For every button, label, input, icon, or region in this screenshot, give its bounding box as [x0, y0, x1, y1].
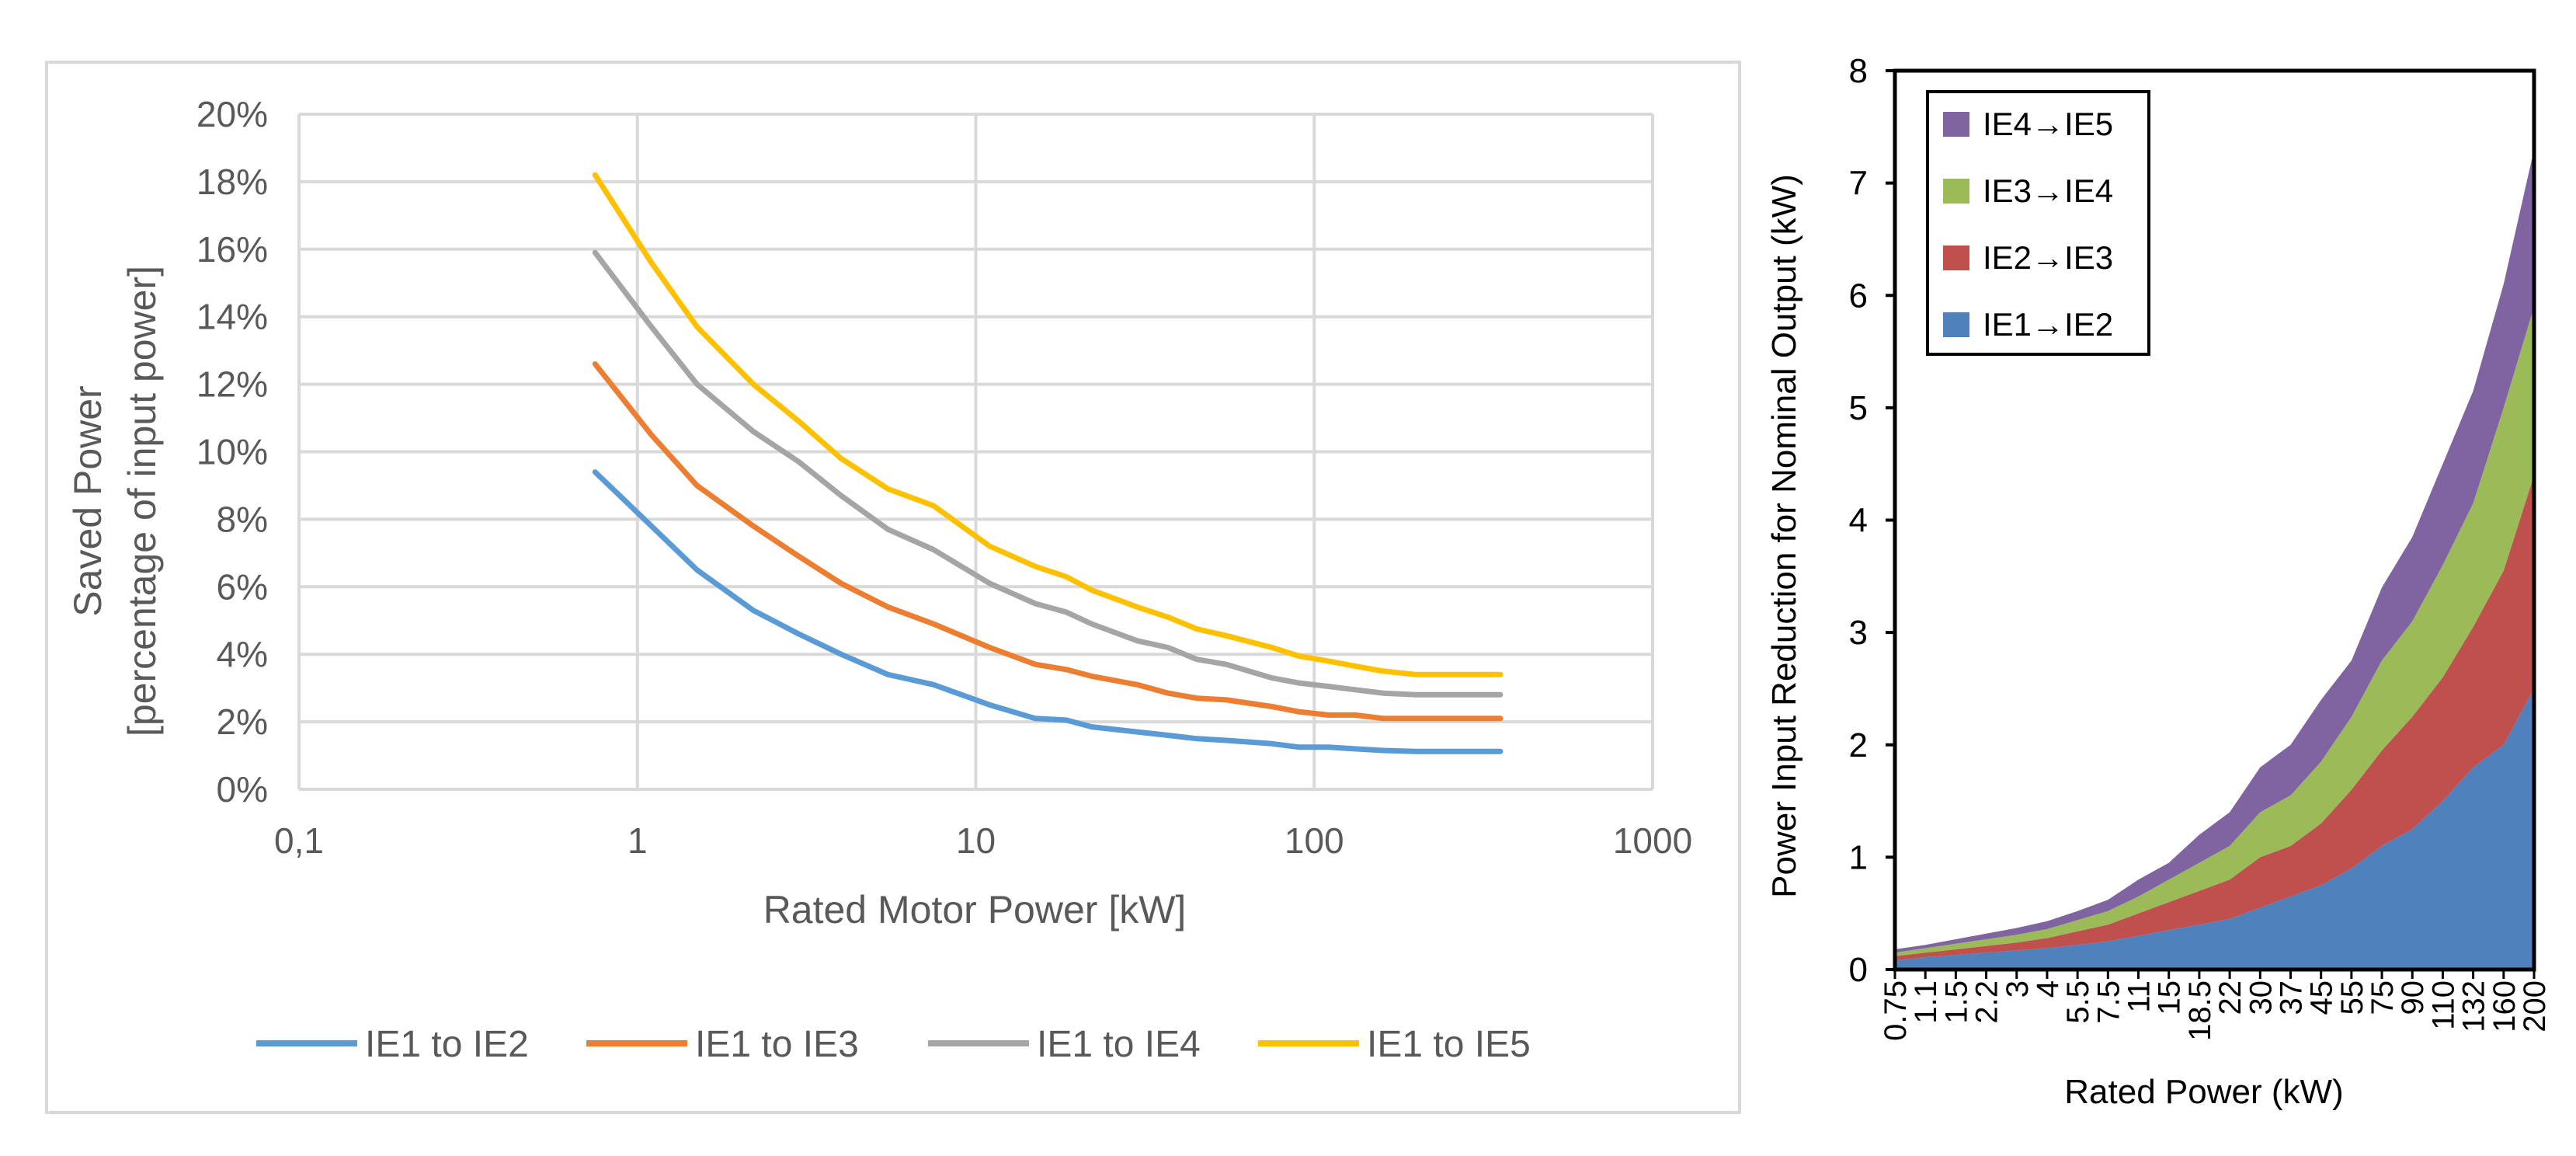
left-line-chart: 0% 2% 4% 6% 8% 10% 12% 14% 16% 18% 20% 0,1 1 10 100 10… — [45, 61, 1741, 1114]
left-x-axis-title: Rated Motor Power [kW] — [763, 888, 1187, 931]
right-x-tick-label: 132 — [2457, 980, 2491, 1032]
right-x-tick-label: 22 — [2213, 980, 2247, 1015]
left-series-line — [592, 469, 1504, 754]
left-legend-label: IE1 to IE5 — [1367, 1024, 1531, 1065]
right-x-tick-label: 11 — [2122, 980, 2157, 1013]
right-series-area — [1895, 475, 2534, 961]
left-legend: IE1 to IE2 IE1 to IE3 IE1 to IE4 IE1 to IE5 — [256, 1024, 1531, 1065]
right-x-tick-label: 30 — [2244, 980, 2278, 1015]
left-x-tick-label: 100 — [1285, 820, 1344, 861]
left-y-tick-label: 18% — [196, 162, 268, 202]
left-y-tick-label: 16% — [196, 229, 268, 270]
left-y-tick-label: 20% — [196, 94, 268, 134]
right-y-tick-label: 4 — [1849, 502, 1868, 540]
right-series-area — [1895, 688, 2534, 970]
right-x-tick-label: 18.5 — [2183, 980, 2217, 1041]
right-legend-swatch — [1943, 179, 1969, 204]
left-y-tick-label: 6% — [217, 566, 268, 607]
right-x-tick-label: 160 — [2487, 980, 2522, 1032]
right-x-tick-label: 75 — [2366, 980, 2400, 1015]
right-legend-swatch — [1943, 245, 1969, 270]
left-series-line — [592, 249, 1504, 698]
left-y-tick-label: 2% — [217, 702, 268, 742]
right-legend-label: IE2→IE3 — [1983, 239, 2113, 276]
left-x-tick-label: 1000 — [1613, 820, 1692, 861]
left-series-line — [592, 361, 1504, 722]
right-x-axis-title: Rated Power (kW) — [2064, 1073, 2343, 1111]
left-y-axis-subtitle: [percentage of input power] — [120, 266, 164, 736]
right-y-tick-label: 8 — [1849, 52, 1868, 90]
left-y-axis-title: Saved Power — [66, 385, 110, 616]
right-x-tick-label: 0.75 — [1879, 980, 1913, 1041]
right-y-tick-label: 1 — [1849, 838, 1868, 876]
right-x-tick-label: 110 — [2426, 980, 2460, 1030]
right-series-area — [1895, 149, 2534, 953]
right-legend-swatch — [1943, 112, 1969, 137]
right-x-tick-label: 3 — [2001, 980, 2035, 998]
left-y-tick-label: 12% — [196, 364, 268, 405]
left-legend-label: IE1 to IE4 — [1037, 1024, 1201, 1065]
left-y-tick-label: 8% — [217, 499, 268, 539]
right-x-tick-label: 15 — [2153, 980, 2187, 1015]
right-x-tick-label: 7.5 — [2091, 980, 2126, 1024]
right-legend-swatch — [1943, 312, 1969, 337]
left-y-tick-label: 4% — [217, 634, 268, 674]
right-x-tick-label: 4 — [2031, 980, 2065, 998]
right-x-tick-label: 90 — [2396, 980, 2430, 1015]
right-legend-label: IE3→IE4 — [1983, 172, 2113, 209]
right-legend-label: IE4→IE5 — [1983, 106, 2113, 142]
left-x-tick-label: 10 — [956, 820, 996, 861]
right-legend: IE4→IE5 IE3→IE4 IE2→IE3 IE1→IE2 — [1926, 90, 2150, 356]
left-x-tick-label: 0,1 — [274, 820, 324, 861]
left-legend-label: IE1 to IE2 — [365, 1024, 529, 1065]
right-legend-label: IE1→IE2 — [1983, 306, 2113, 343]
right-x-tick-label: 200 — [2518, 980, 2552, 1032]
right-x-tick-label: 2.2 — [1970, 980, 2004, 1024]
left-x-tick-label: 1 — [627, 820, 648, 861]
right-x-tick-label: 37 — [2275, 980, 2309, 1015]
left-y-tick-label: 0% — [217, 769, 268, 810]
left-y-tick-label: 14% — [196, 297, 268, 337]
right-y-tick-label: 0 — [1849, 951, 1868, 989]
right-x-tick-label: 45 — [2305, 980, 2339, 1015]
right-x-tick-label: 5.5 — [2061, 980, 2095, 1024]
right-y-tick-label: 6 — [1849, 277, 1868, 315]
right-y-tick-label: 3 — [1849, 614, 1868, 652]
right-series-area — [1895, 306, 2534, 956]
right-x-tick-label: 1.5 — [1939, 980, 1973, 1024]
left-legend-label: IE1 to IE3 — [695, 1024, 859, 1065]
right-y-tick-label: 5 — [1849, 389, 1868, 427]
right-y-axis-title: Power Input Reduction for Nominal Output… — [1765, 174, 1803, 898]
right-y-tick-label: 7 — [1849, 165, 1868, 203]
right-x-tick-label: 1.1 — [1909, 980, 1943, 1024]
right-x-tick-label: 55 — [2335, 980, 2369, 1015]
left-series-line — [592, 172, 1504, 677]
left-y-tick-label: 10% — [196, 432, 268, 472]
right-y-tick-label: 2 — [1849, 726, 1868, 764]
